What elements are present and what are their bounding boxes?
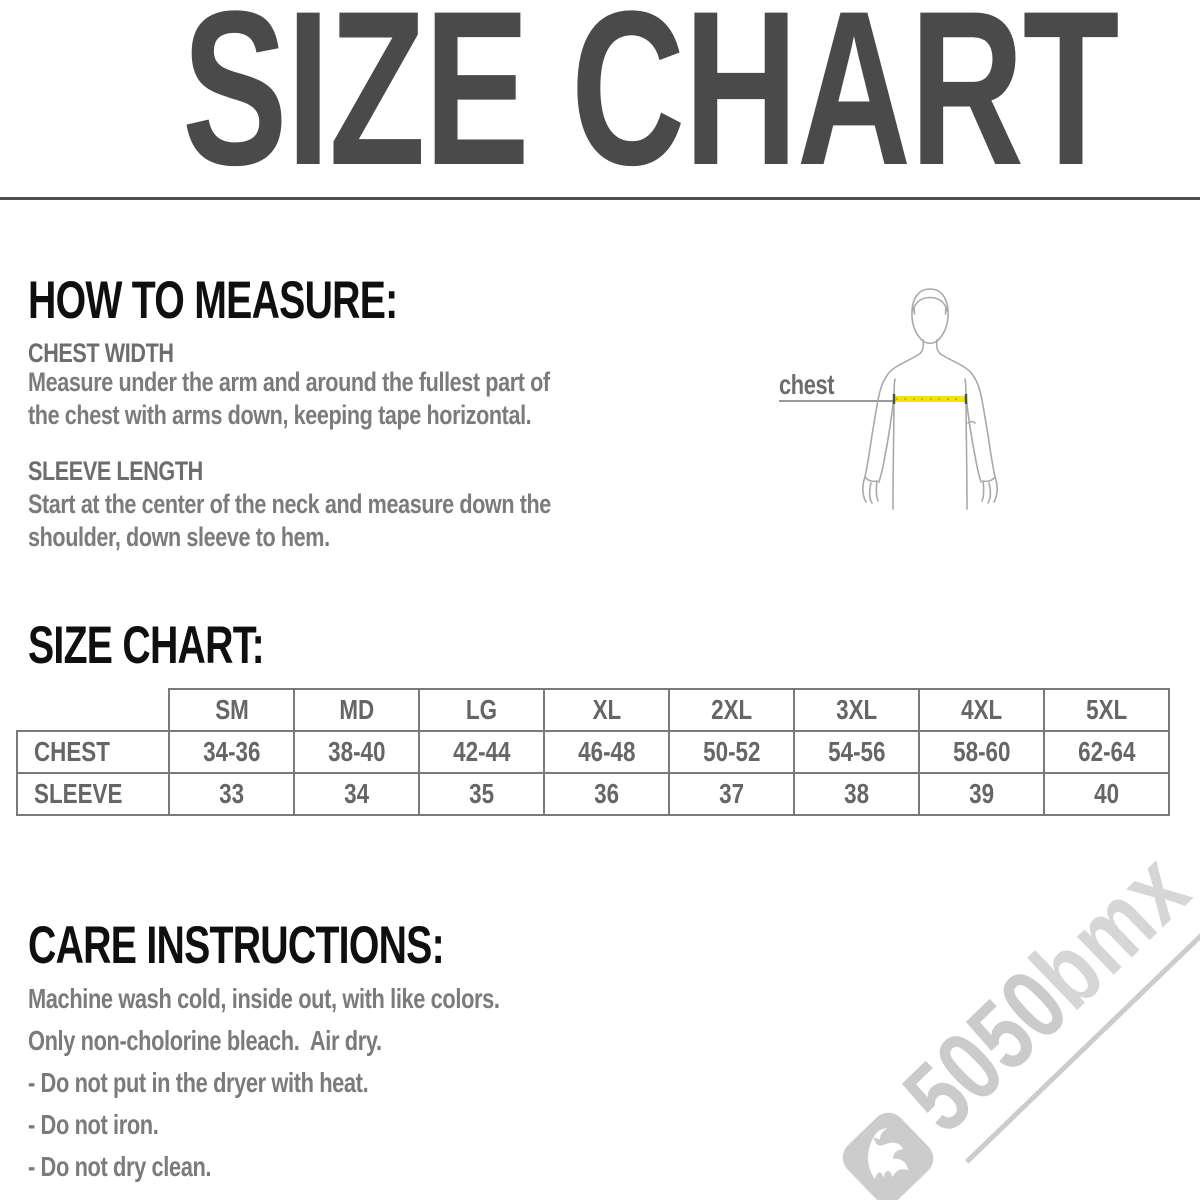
care-instructions-list: Machine wash cold, inside out, with like… <box>28 978 633 1188</box>
torso-outline-illustration <box>862 288 998 510</box>
size-column-header: SM <box>168 688 295 732</box>
brand-watermark-5050: 5050 <box>882 948 1089 1153</box>
chest-width-label: CHEST WIDTH <box>28 338 174 368</box>
brand-watermark-bmx: bmx <box>1010 831 1200 1030</box>
chest-size-cell: 62-64 <box>1043 730 1170 774</box>
care-line: Only non-cholorine bleach. Air dry. <box>28 1025 382 1056</box>
size-column-header: 3XL <box>793 688 920 732</box>
sleeve-size-cell: 35 <box>418 772 545 816</box>
chest-size-cell: 58-60 <box>918 730 1045 774</box>
sleeve-size-cell: 34 <box>293 772 420 816</box>
sleeve-length-description: Start at the center of the neck and meas… <box>28 489 551 552</box>
care-line: - Do not dry clean. <box>28 1151 212 1182</box>
size-table-corner-cell <box>17 689 170 732</box>
chest-measure-label: chest <box>779 369 835 400</box>
chest-tape-line <box>892 394 968 404</box>
brand-watermark-text: 5050bmx <box>882 829 1200 1164</box>
sleeve-size-cell: 36 <box>543 772 670 816</box>
size-column-header: LG <box>418 688 545 732</box>
row-label-sleeve: SLEEVE <box>16 772 170 816</box>
how-to-measure-heading: HOW TO MEASURE: <box>28 271 398 330</box>
care-line: - Do not iron. <box>28 1109 159 1140</box>
row-label-chest: CHEST <box>16 730 170 774</box>
size-table: SM MD LG XL 2XL 3XL 4XL 5XL CHEST 34-36 … <box>16 688 1170 816</box>
sleeve-size-cell: 39 <box>918 772 1045 816</box>
chest-size-cell: 50-52 <box>668 730 795 774</box>
size-column-header: 4XL <box>918 688 1045 732</box>
size-column-header: XL <box>543 688 670 732</box>
size-table-chest-row: CHEST 34-36 38-40 42-44 46-48 50-52 54-5… <box>16 730 1170 774</box>
chest-size-cell: 42-44 <box>418 730 545 774</box>
chest-size-cell: 46-48 <box>543 730 670 774</box>
size-table-sleeve-row: SLEEVE 33 34 35 36 37 38 39 40 <box>16 772 1170 816</box>
brand-watermark: 5050bmx <box>831 782 1200 1200</box>
care-line: - Do not put in the dryer with heat. <box>28 1067 369 1098</box>
banner-title-text: SIZE CHART <box>181 0 1119 211</box>
chest-size-cell: 54-56 <box>793 730 920 774</box>
size-column-header: 2XL <box>668 688 795 732</box>
sleeve-size-cell: 40 <box>1043 772 1170 816</box>
sleeve-size-cell: 33 <box>168 772 295 816</box>
care-instructions-heading: CARE INSTRUCTIONS: <box>28 916 445 975</box>
size-column-header: 5XL <box>1043 688 1170 732</box>
size-table-header-row: SM MD LG XL 2XL 3XL 4XL 5XL <box>17 688 1170 732</box>
sleeve-length-label: SLEEVE LENGTH <box>28 456 203 486</box>
chest-size-cell: 34-36 <box>168 730 295 774</box>
chest-leader-line <box>779 400 896 402</box>
care-line: Machine wash cold, inside out, with like… <box>28 983 500 1014</box>
chest-size-cell: 38-40 <box>293 730 420 774</box>
size-column-header: MD <box>293 688 420 732</box>
sleeve-size-cell: 37 <box>668 772 795 816</box>
eagle-badge-icon <box>842 1112 934 1200</box>
sleeve-size-cell: 38 <box>793 772 920 816</box>
divider-rule <box>0 197 1200 200</box>
chest-width-description: Measure under the arm and around the ful… <box>28 367 550 430</box>
size-chart-heading: SIZE CHART: <box>28 616 265 675</box>
banner-title: SIZE CHART <box>0 0 1200 198</box>
